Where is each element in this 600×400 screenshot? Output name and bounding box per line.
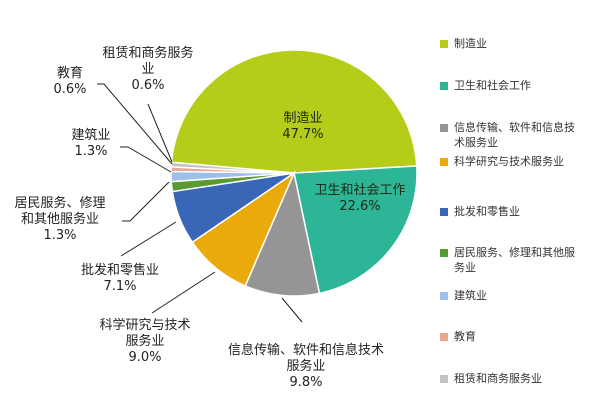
label-leasing-line1: 租赁和商务服务 <box>102 46 194 61</box>
leader-line-it <box>281 297 303 323</box>
legend-swatch-icon <box>440 375 448 383</box>
legend-swatch-icon <box>440 158 448 166</box>
label-wholesale-name: 批发和零售业 <box>80 263 159 278</box>
legend-label: 居民服务、修理和其他服务业 <box>454 246 575 274</box>
legend-swatch-icon <box>440 82 448 90</box>
label-resident: 居民服务、修理 和其他服务业 1.3% <box>2 196 118 244</box>
label-wholesale-pct: 7.1% <box>103 279 137 294</box>
legend-item-science[interactable]: 科学研究与技术服务业 <box>440 154 582 169</box>
legend-label: 信息传输、软件和信息技术服务业 <box>454 121 575 149</box>
label-resident-pct: 1.3% <box>43 228 77 243</box>
leader-lines <box>97 83 303 323</box>
legend-swatch-icon <box>440 124 448 132</box>
label-manufacturing-pct: 47.7% <box>282 127 324 142</box>
label-wholesale: 批发和零售业 7.1% <box>72 263 168 295</box>
pie-slice-2[interactable] <box>244 170 321 297</box>
label-education-pct: 0.6% <box>53 82 87 97</box>
label-education: 教育 0.6% <box>44 66 96 98</box>
legend-item-leasing[interactable]: 租赁和商务服务业 <box>440 371 582 386</box>
label-health: 卫生和社会工作 22.6% <box>305 183 415 215</box>
leader-line-science <box>151 271 216 314</box>
leader-line-education <box>97 83 173 165</box>
label-construction-pct: 1.3% <box>74 144 108 159</box>
leader-line-construction <box>120 146 172 173</box>
pie-slice-1[interactable] <box>293 165 418 295</box>
legend-label: 建筑业 <box>454 289 487 302</box>
label-science-line2: 服务业 <box>125 334 165 349</box>
label-it: 信息传输、软件和信息技术 服务业 9.8% <box>208 343 404 391</box>
legend-label: 批发和零售业 <box>454 205 520 218</box>
legend-item-education[interactable]: 教育 <box>440 329 582 344</box>
legend-label: 制造业 <box>454 37 487 50</box>
legend-label: 租赁和商务服务业 <box>454 372 542 385</box>
leader-line-wholesale <box>120 221 177 257</box>
legend-item-construction[interactable]: 建筑业 <box>440 288 582 303</box>
leader-line-resident <box>122 181 170 222</box>
legend-label: 教育 <box>454 330 476 343</box>
label-it-pct: 9.8% <box>289 375 323 390</box>
legend-item-manufacturing[interactable]: 制造业 <box>440 36 582 51</box>
legend-swatch-icon <box>440 208 448 216</box>
legend-item-resident[interactable]: 居民服务、修理和其他服务业 <box>440 245 582 275</box>
legend-label: 科学研究与技术服务业 <box>454 155 564 168</box>
legend-item-health[interactable]: 卫生和社会工作 <box>440 78 582 93</box>
label-resident-line2: 和其他服务业 <box>20 212 99 227</box>
label-science: 科学研究与技术 服务业 9.0% <box>90 318 200 366</box>
label-health-name: 卫生和社会工作 <box>314 183 406 198</box>
label-education-name: 教育 <box>56 66 83 81</box>
legend-swatch-icon <box>440 40 448 48</box>
label-leasing: 租赁和商务服务 业 0.6% <box>88 46 208 94</box>
pie-slices <box>170 49 418 297</box>
legend-item-wholesale[interactable]: 批发和零售业 <box>440 204 582 219</box>
legend-swatch-icon <box>440 333 448 341</box>
label-science-pct: 9.0% <box>128 350 162 365</box>
label-manufacturing-name: 制造业 <box>283 111 323 126</box>
legend-swatch-icon <box>440 249 448 257</box>
label-manufacturing: 制造业 47.7% <box>268 111 338 143</box>
pie-slice-0[interactable] <box>170 49 418 174</box>
label-it-line2: 服务业 <box>286 359 326 374</box>
legend-item-it[interactable]: 信息传输、软件和信息技术服务业 <box>440 120 582 150</box>
label-leasing-pct: 0.6% <box>131 78 165 93</box>
label-it-line1: 信息传输、软件和信息技术 <box>227 343 384 358</box>
legend-label: 卫生和社会工作 <box>454 79 531 92</box>
label-resident-line1: 居民服务、修理 <box>14 196 106 211</box>
label-construction: 建筑业 1.3% <box>62 128 120 160</box>
pie-slice-8[interactable] <box>170 161 295 174</box>
label-construction-name: 建筑业 <box>71 128 111 143</box>
label-health-pct: 22.6% <box>339 199 381 214</box>
label-science-line1: 科学研究与技术 <box>99 318 191 333</box>
leader-line-leasing <box>147 103 173 163</box>
label-leasing-line2: 业 <box>141 62 155 77</box>
legend-swatch-icon <box>440 292 448 300</box>
